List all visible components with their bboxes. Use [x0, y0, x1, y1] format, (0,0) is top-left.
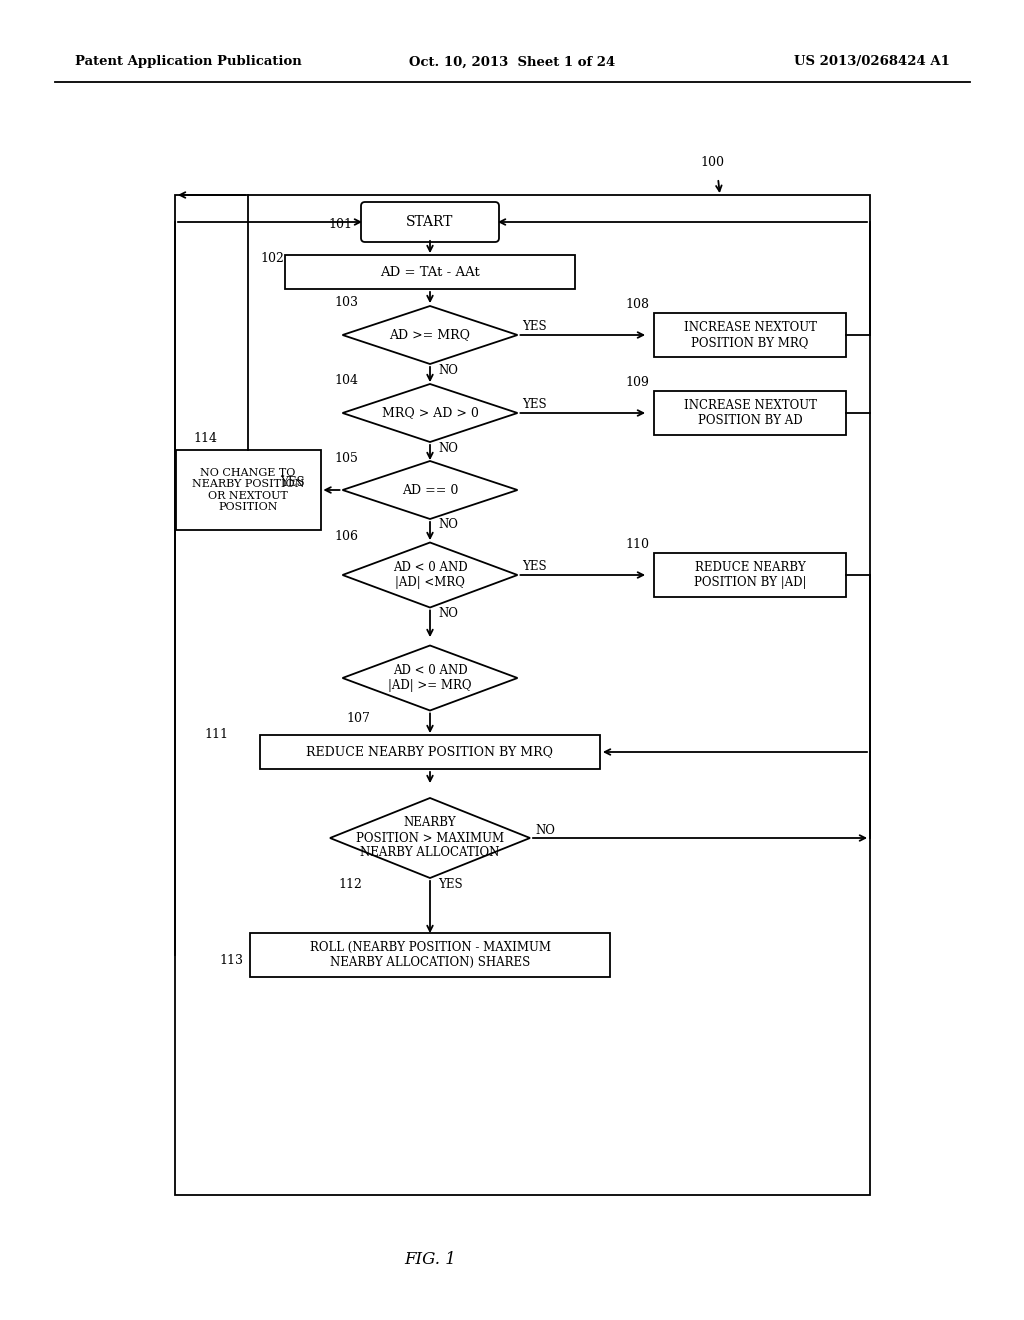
Text: YES: YES — [522, 321, 547, 334]
Text: AD < 0 AND
|AD| >= MRQ: AD < 0 AND |AD| >= MRQ — [388, 664, 472, 692]
Bar — [260, 735, 600, 770]
Text: AD == 0: AD == 0 — [401, 483, 458, 496]
Text: AD >= MRQ: AD >= MRQ — [389, 329, 470, 342]
Bar — [654, 391, 846, 436]
Text: REDUCE NEARBY
POSITION BY |AD|: REDUCE NEARBY POSITION BY |AD| — [694, 561, 806, 589]
Text: 101: 101 — [328, 219, 352, 231]
Text: 104: 104 — [334, 375, 358, 388]
Text: START: START — [407, 215, 454, 228]
Text: 109: 109 — [625, 376, 649, 389]
Text: NO: NO — [438, 519, 458, 532]
Text: 114: 114 — [193, 432, 217, 445]
Text: 111: 111 — [204, 727, 228, 741]
Text: NO: NO — [535, 824, 555, 837]
Text: 103: 103 — [334, 297, 358, 309]
Text: Patent Application Publication: Patent Application Publication — [75, 55, 302, 69]
Text: AD = TAt - AAt: AD = TAt - AAt — [380, 265, 480, 279]
Text: NO: NO — [438, 441, 458, 454]
Text: 112: 112 — [338, 878, 362, 891]
Text: 102: 102 — [260, 252, 284, 264]
Text: 108: 108 — [625, 298, 649, 312]
Text: YES: YES — [522, 561, 547, 573]
Text: 106: 106 — [334, 531, 358, 544]
Text: US 2013/0268424 A1: US 2013/0268424 A1 — [795, 55, 950, 69]
Bar — [285, 255, 575, 289]
Text: MRQ > AD > 0: MRQ > AD > 0 — [382, 407, 478, 420]
Text: FIG. 1: FIG. 1 — [404, 1251, 456, 1269]
Bar — [654, 553, 846, 597]
Text: YES: YES — [280, 475, 304, 488]
Text: AD < 0 AND
|AD| <MRQ: AD < 0 AND |AD| <MRQ — [392, 561, 467, 589]
Text: INCREASE NEXTOUT
POSITION BY AD: INCREASE NEXTOUT POSITION BY AD — [683, 399, 816, 426]
Bar — [654, 313, 846, 356]
Text: YES: YES — [522, 399, 547, 412]
Text: Oct. 10, 2013  Sheet 1 of 24: Oct. 10, 2013 Sheet 1 of 24 — [409, 55, 615, 69]
Text: 100: 100 — [700, 156, 724, 169]
Bar — [250, 933, 610, 977]
Bar — [175, 195, 870, 1195]
Text: YES: YES — [438, 878, 463, 891]
Text: NO: NO — [438, 363, 458, 376]
Text: 110: 110 — [625, 539, 649, 552]
Bar — [175, 450, 321, 531]
Text: REDUCE NEARBY POSITION BY MRQ: REDUCE NEARBY POSITION BY MRQ — [306, 746, 554, 759]
Text: ROLL (NEARBY POSITION - MAXIMUM
NEARBY ALLOCATION) SHARES: ROLL (NEARBY POSITION - MAXIMUM NEARBY A… — [309, 941, 551, 969]
Text: 107: 107 — [346, 711, 370, 725]
Text: 105: 105 — [334, 451, 358, 465]
Text: NEARBY
POSITION > MAXIMUM
NEARBY ALLOCATION: NEARBY POSITION > MAXIMUM NEARBY ALLOCAT… — [356, 817, 504, 859]
Text: NO CHANGE TO
NEARBY POSITION
OR NEXTOUT
POSITION: NO CHANGE TO NEARBY POSITION OR NEXTOUT … — [191, 467, 304, 512]
Text: 113: 113 — [219, 953, 243, 966]
Text: NO: NO — [438, 607, 458, 620]
Text: INCREASE NEXTOUT
POSITION BY MRQ: INCREASE NEXTOUT POSITION BY MRQ — [683, 321, 816, 348]
